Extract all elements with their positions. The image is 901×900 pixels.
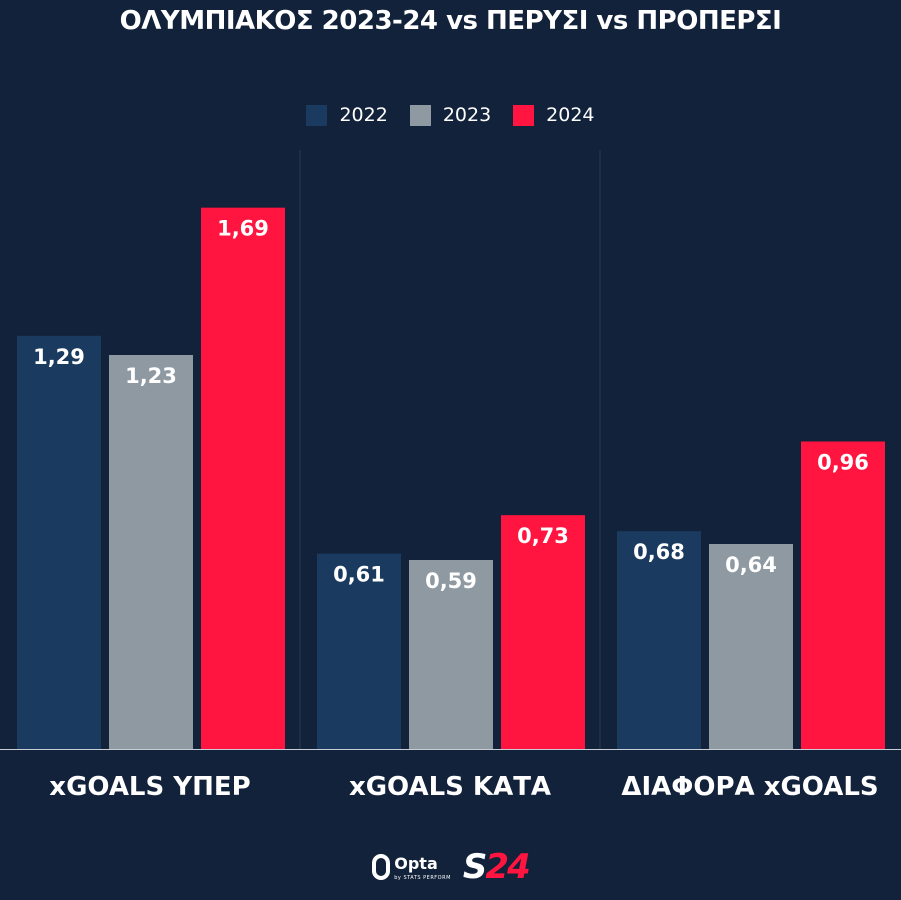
category-label-2: ΔΙΑΦΟΡΑ xGOALS <box>621 772 878 802</box>
legend-swatch-2024 <box>513 104 535 126</box>
opta-logo: Opta by STATS PERFORM <box>372 854 451 881</box>
bar-2024-1 <box>501 515 585 749</box>
chart-title: ΟΛΥΜΠΙΑΚΟΣ 2023-24 vs ΠΕΡΥΣΙ vs ΠΡΟΠΕΡΣΙ <box>119 6 782 36</box>
s24-s: S <box>462 847 487 887</box>
bar-2023-1 <box>409 560 493 749</box>
bar-2022-1 <box>317 553 401 749</box>
opta-wordmark: Opta by STATS PERFORM <box>394 854 451 881</box>
legend: 2022 2023 2024 <box>0 104 901 126</box>
legend-label-2022: 2022 <box>339 104 388 126</box>
opta-sub: by STATS PERFORM <box>394 874 451 881</box>
s24-num: 24 <box>485 847 530 887</box>
bar-2022-0 <box>17 335 101 749</box>
legend-item-2022: 2022 <box>306 104 388 126</box>
opta-mark-icon <box>372 854 391 880</box>
data-label-2023-0: 1,23 <box>125 364 177 388</box>
data-label-2024-0: 1,69 <box>217 217 269 241</box>
legend-item-2024: 2024 <box>513 104 595 126</box>
data-label-2024-2: 0,96 <box>817 450 869 474</box>
data-label-2022-2: 0,68 <box>633 540 685 564</box>
legend-label-2024: 2024 <box>546 104 595 126</box>
bar-2024-2 <box>801 441 885 749</box>
data-label-2022-0: 1,29 <box>33 345 85 369</box>
data-label-2023-2: 0,64 <box>725 553 777 577</box>
bar-2023-2 <box>709 543 793 749</box>
legend-label-2023: 2023 <box>442 104 492 126</box>
category-label-0: xGOALS ΥΠΕΡ <box>49 772 250 802</box>
data-label-2023-1: 0,59 <box>425 569 477 593</box>
legend-swatch-2022 <box>306 104 328 126</box>
legend-item-2023: 2023 <box>409 104 492 126</box>
category-label-1: xGOALS ΚΑΤΑ <box>349 772 551 802</box>
bar-2024-0 <box>201 207 285 749</box>
opta-text: Opta <box>394 853 438 873</box>
legend-swatch-2023 <box>409 104 431 126</box>
bar-2022-2 <box>617 531 701 749</box>
s24-logo: S24 <box>462 847 531 887</box>
data-label-2024-1: 0,73 <box>517 524 569 548</box>
data-label-2022-1: 0,61 <box>333 563 385 587</box>
footer-logos: Opta by STATS PERFORM S24 <box>0 850 901 884</box>
bar-2023-0 <box>109 355 193 749</box>
